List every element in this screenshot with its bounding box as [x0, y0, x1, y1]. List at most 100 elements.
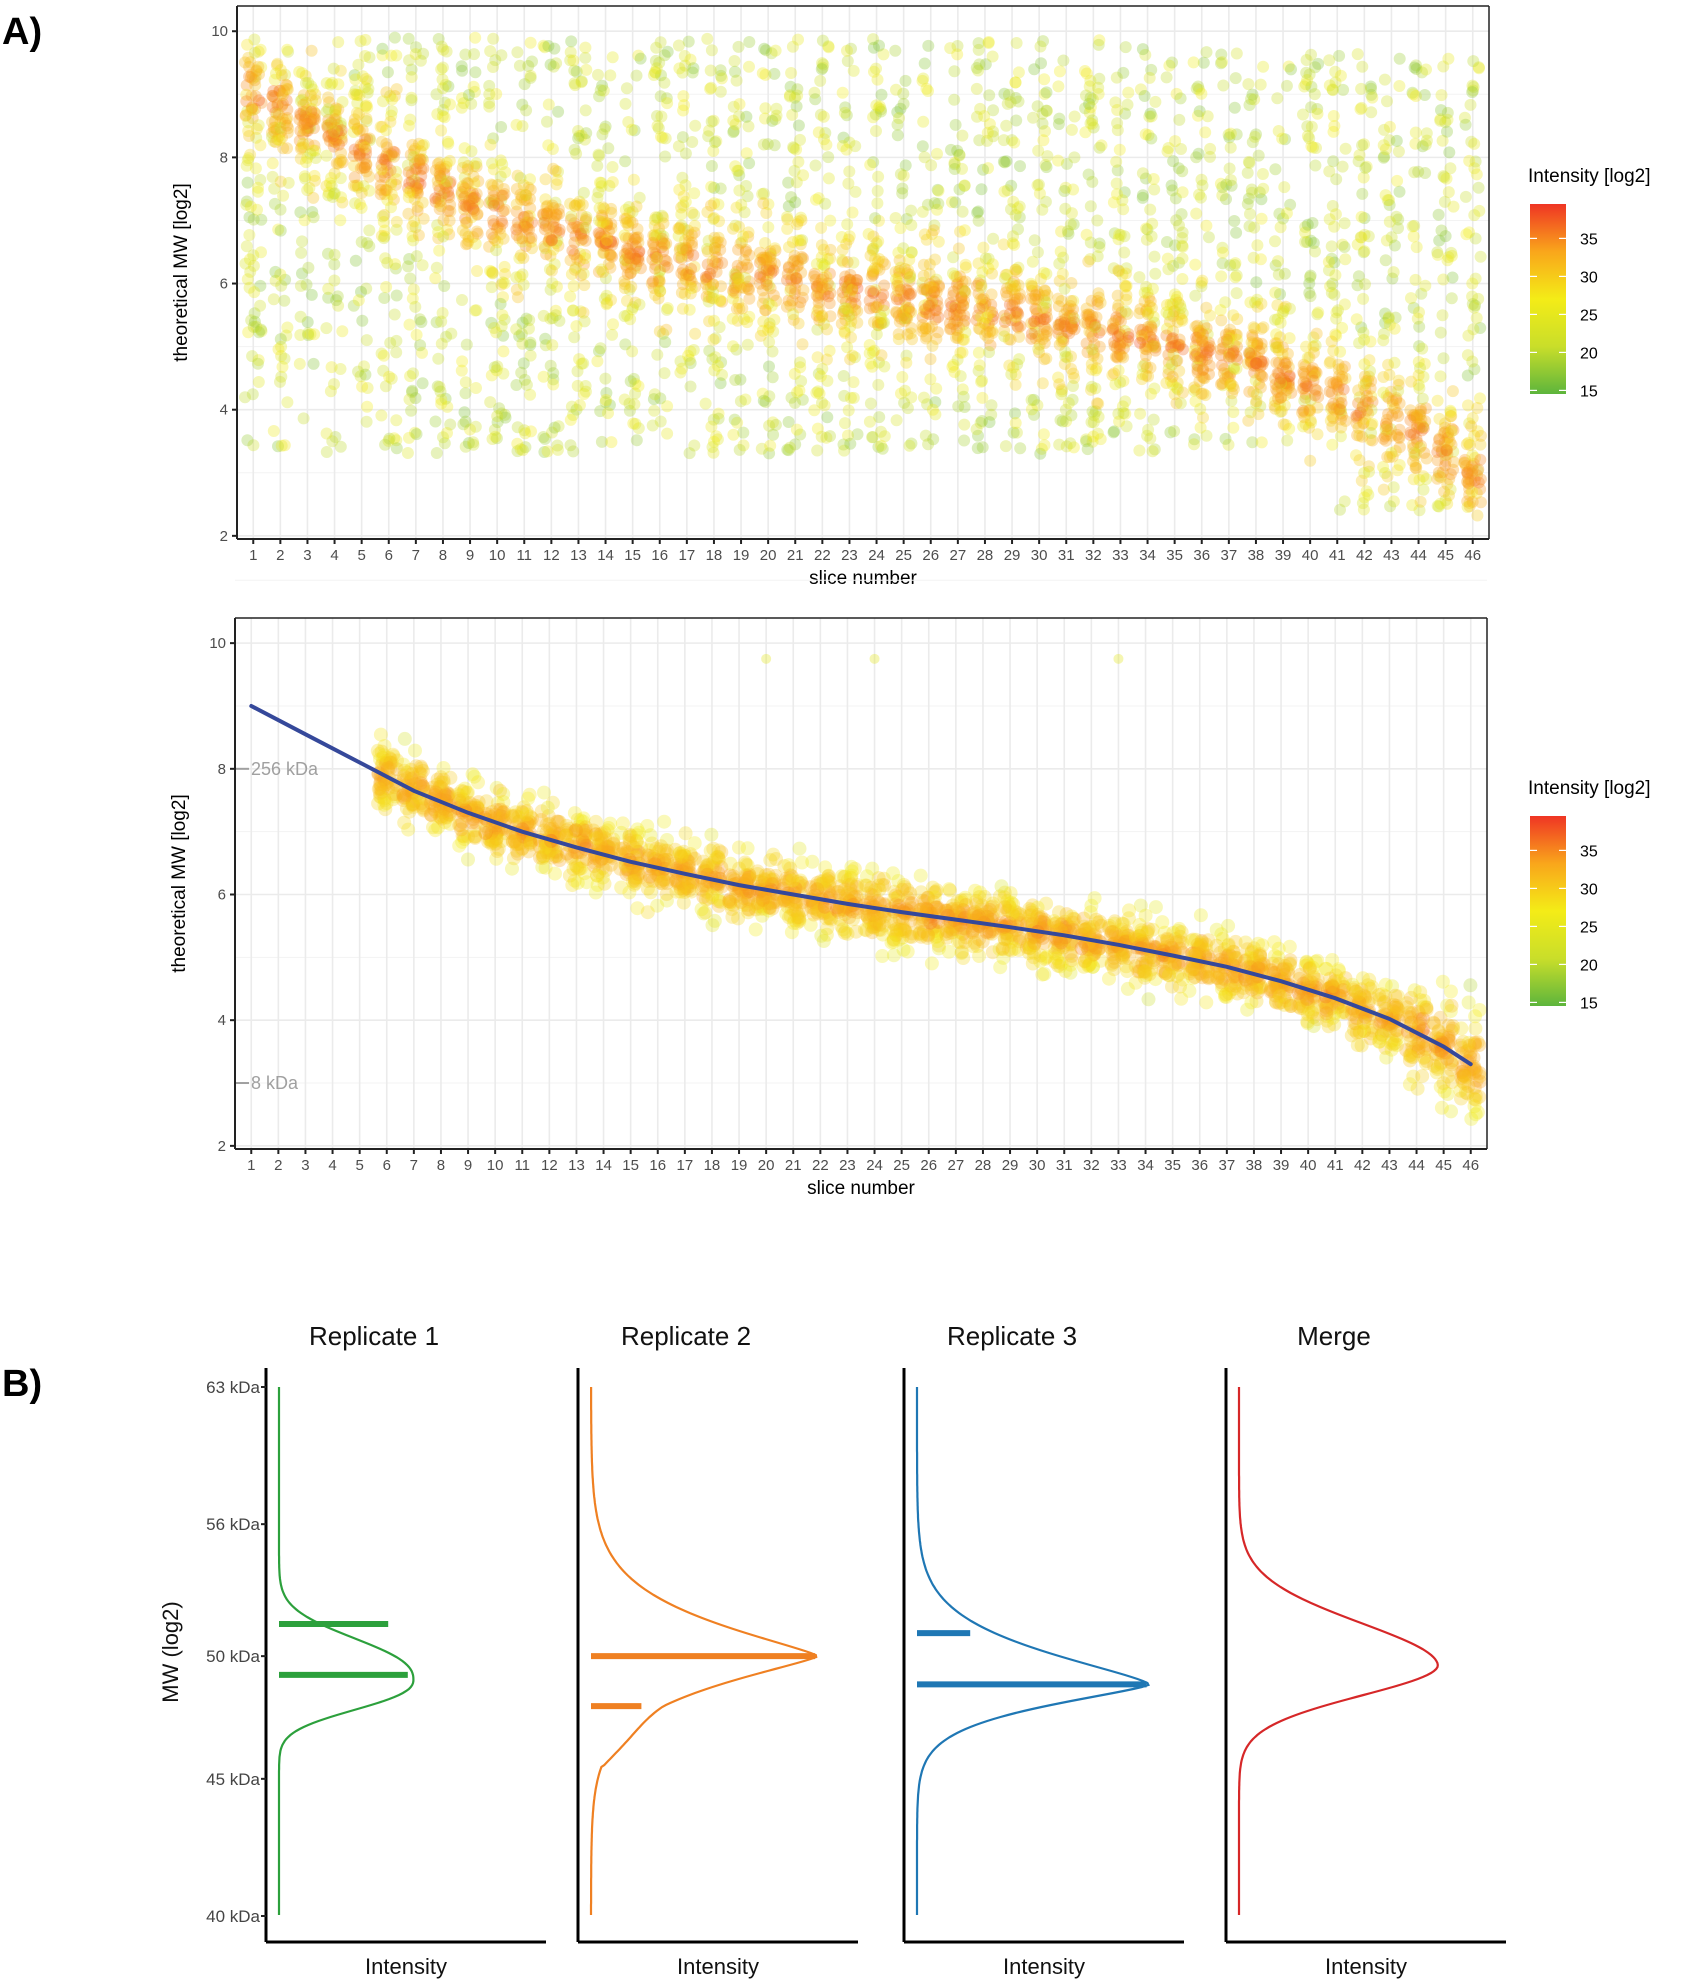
data-point	[326, 76, 339, 89]
data-point	[456, 294, 468, 306]
data-point	[958, 434, 971, 447]
data-point	[890, 83, 902, 96]
data-point	[275, 87, 288, 100]
data-point	[821, 323, 833, 336]
data-point	[1170, 381, 1183, 394]
data-point	[1310, 327, 1323, 340]
data-point	[1270, 341, 1283, 354]
data-point	[986, 50, 999, 63]
data-point	[551, 443, 564, 456]
data-point	[1225, 350, 1238, 363]
data-point	[385, 201, 397, 214]
data-point	[293, 113, 306, 126]
data-point	[738, 206, 751, 219]
data-point	[437, 104, 450, 116]
data-point	[1312, 390, 1325, 403]
data-point	[416, 346, 428, 359]
data-point	[1459, 118, 1472, 131]
colorbar-label: 15	[1580, 383, 1598, 400]
data-point	[1192, 147, 1205, 160]
data-point	[494, 297, 507, 310]
data-point	[384, 336, 397, 349]
data-point	[541, 207, 554, 220]
data-point	[267, 85, 280, 97]
data-point	[1351, 48, 1364, 61]
data-point	[388, 31, 401, 44]
data-point	[544, 58, 557, 71]
data-point	[241, 38, 254, 51]
data-point	[844, 391, 857, 404]
data-point	[322, 102, 335, 115]
data-point	[445, 327, 458, 340]
data-point	[524, 36, 537, 49]
data-point	[1092, 38, 1105, 51]
data-point	[1174, 92, 1187, 105]
data-point	[387, 193, 400, 206]
data-point	[358, 141, 371, 154]
data-point	[278, 294, 291, 307]
data-point	[300, 278, 313, 291]
data-point	[1469, 232, 1482, 245]
data-point	[976, 415, 988, 427]
data-point	[414, 339, 427, 352]
data-point	[732, 297, 745, 309]
data-point	[733, 443, 746, 456]
data-point	[295, 246, 308, 259]
data-point	[1407, 88, 1420, 101]
data-point	[1036, 377, 1049, 390]
data-point	[998, 330, 1011, 343]
data-point	[525, 425, 537, 438]
data-point	[294, 94, 307, 107]
data-point	[872, 378, 885, 391]
data-point	[1170, 214, 1183, 227]
data-point	[1144, 387, 1157, 400]
data-point	[1253, 345, 1266, 358]
data-point	[517, 357, 530, 370]
data-point	[304, 115, 317, 128]
data-point	[1053, 65, 1066, 78]
data-point	[299, 69, 312, 82]
data-point	[843, 165, 856, 178]
data-point	[376, 120, 389, 133]
data-point	[1175, 143, 1187, 155]
data-point	[379, 380, 392, 393]
data-point	[397, 731, 412, 746]
data-point	[602, 407, 614, 420]
data-point	[434, 385, 447, 398]
data-point	[405, 94, 418, 107]
data-point	[388, 432, 401, 445]
data-point	[491, 178, 504, 191]
data-point	[322, 113, 335, 126]
data-point	[320, 105, 333, 118]
data-point	[821, 277, 834, 290]
data-point	[459, 387, 472, 400]
data-point	[244, 265, 257, 278]
data-point	[1094, 296, 1107, 309]
data-point	[353, 147, 366, 160]
data-point	[1196, 334, 1209, 347]
data-point	[824, 243, 837, 256]
data-point	[411, 186, 424, 199]
data-point	[1413, 306, 1425, 319]
data-point	[1215, 378, 1227, 391]
data-point	[385, 105, 398, 118]
data-point	[328, 258, 341, 271]
data-point	[377, 349, 390, 362]
colorbar-label: 30	[1580, 269, 1598, 286]
data-point	[841, 44, 853, 57]
x-tick-label: 36	[1193, 547, 1210, 564]
data-point	[255, 323, 267, 336]
data-point	[408, 173, 421, 186]
data-point	[295, 141, 308, 154]
data-point	[307, 113, 320, 126]
data-point	[792, 234, 805, 247]
data-point	[977, 241, 990, 254]
data-point	[897, 97, 910, 110]
data-point	[849, 140, 862, 153]
data-point	[624, 375, 637, 388]
data-point	[241, 154, 254, 167]
data-point	[1229, 72, 1242, 85]
data-point	[595, 176, 608, 189]
data-point	[537, 785, 551, 800]
data-point	[646, 419, 659, 432]
